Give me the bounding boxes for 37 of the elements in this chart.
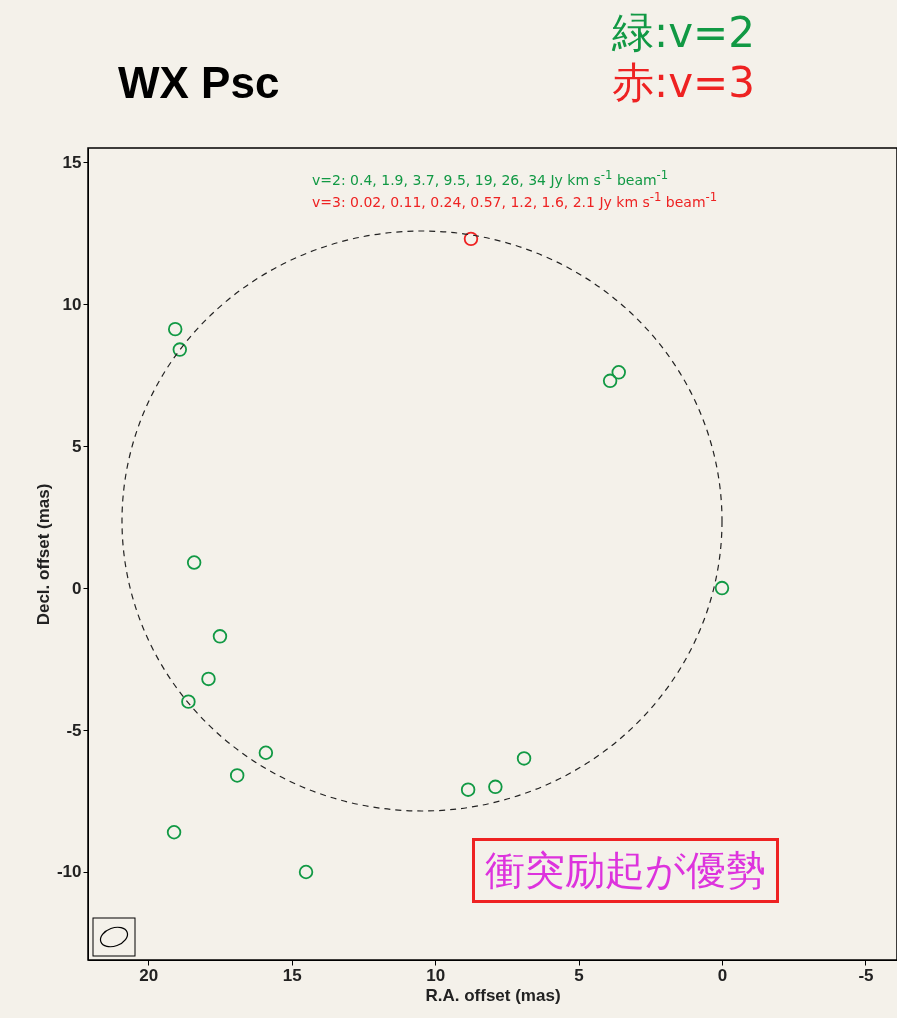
y-tick-label: 5: [72, 436, 82, 456]
x-axis-title: R.A. offset (mas): [425, 985, 561, 1005]
y-tick-label: 0: [72, 578, 82, 598]
y-tick-label: 15: [62, 152, 82, 172]
point: [166, 825, 182, 840]
point: [186, 555, 202, 570]
point: [201, 671, 216, 687]
annotation: 衝突励起が優勢: [472, 838, 779, 903]
y-tick-label: -5: [66, 720, 82, 740]
y-tick-label: 10: [62, 294, 82, 314]
x-tick-label: 5: [574, 965, 584, 985]
point: [460, 782, 476, 797]
point: [229, 768, 245, 783]
text: 緑:v=2: [612, 8, 755, 57]
x-tick-label: -5: [858, 965, 874, 985]
point: [714, 580, 730, 596]
point: [167, 321, 183, 337]
annotation: v=3: 0.02, 0.11, 0.24, 0.57, 1.2, 1.6, 2.1 Jy km s$^{-1}$ beam$^{-1}$: [312, 190, 718, 210]
x-tick-label: 20: [139, 965, 159, 985]
point: [611, 365, 626, 380]
point: [258, 745, 274, 760]
chart-title: WX Psc: [118, 58, 280, 108]
point: [516, 751, 532, 766]
x-tick-label: 15: [282, 965, 302, 985]
point: [463, 231, 479, 247]
x-tick-label: 0: [717, 965, 728, 985]
y-axis-title: Decl. offset (mas): [33, 483, 53, 626]
y-tick-label: -10: [56, 862, 82, 882]
point: [298, 864, 314, 880]
text: 赤:v=3: [612, 58, 755, 107]
point: [212, 629, 228, 644]
point: [181, 694, 196, 709]
annotation: v=2: 0.4, 1.9, 3.7, 9.5, 19, 26, 34 Jy km s$^{-1}$ beam$^{-1}$: [312, 168, 669, 188]
x-tick-label: 10: [426, 965, 446, 985]
point: [172, 342, 188, 357]
point: [602, 373, 618, 389]
point: [488, 779, 503, 795]
